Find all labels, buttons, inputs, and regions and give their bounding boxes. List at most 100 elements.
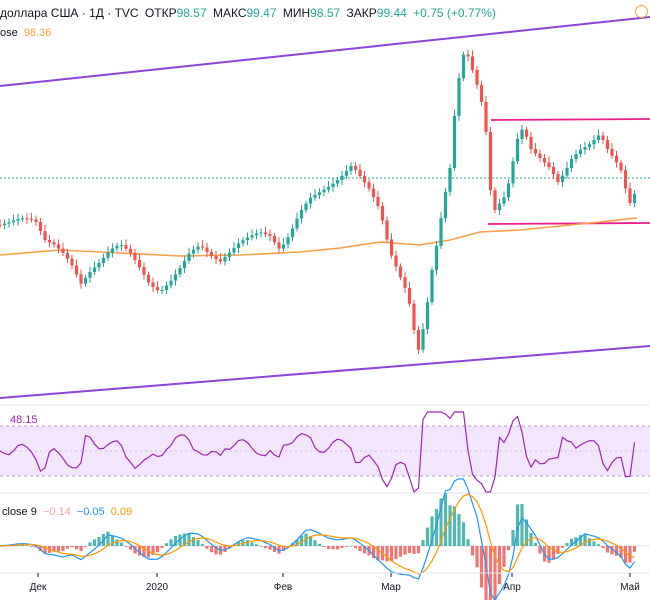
macd-histogram-bar — [614, 546, 619, 556]
candle-body — [232, 248, 236, 253]
macd-histogram-bar — [524, 519, 529, 546]
candle-body — [610, 149, 614, 156]
macd-histogram-bar — [151, 546, 155, 555]
open-label: ОТКР — [144, 6, 177, 20]
candle-body — [560, 175, 565, 182]
macd-histogram-bar — [439, 498, 443, 546]
candle-body — [308, 197, 313, 204]
macd-histogram-bar — [583, 533, 587, 546]
candle-body — [263, 232, 268, 235]
macd-histogram-bar — [506, 546, 511, 551]
candle-body — [497, 203, 502, 210]
candle-body — [520, 129, 524, 139]
candle-body — [182, 260, 187, 268]
candle-body — [43, 231, 47, 240]
macd-histogram-bar — [137, 546, 142, 556]
rsi-legend: 48.15 — [10, 414, 41, 426]
macd-histogram-bar — [133, 546, 137, 554]
candle-body — [155, 287, 160, 291]
candle-body — [596, 135, 601, 140]
candle-body — [61, 248, 65, 253]
macd-histogram-bar — [124, 546, 128, 547]
candle-body — [169, 280, 173, 286]
candle-body — [398, 266, 403, 278]
candle-body — [628, 188, 632, 203]
macd-histogram-bar — [551, 546, 556, 559]
macd-histogram-bar — [403, 546, 407, 555]
macd-histogram-bar — [209, 546, 214, 553]
candle-body — [583, 147, 587, 150]
candle-body — [407, 287, 412, 304]
candle-body — [191, 249, 196, 254]
candle-body — [272, 236, 277, 243]
candle-body — [106, 252, 110, 258]
candle-body — [542, 158, 547, 163]
sma-legend: ose 98.36 — [0, 27, 54, 39]
macd-histogram-bar — [632, 546, 637, 552]
candle-body — [187, 253, 191, 261]
macd-histogram-bar — [416, 546, 421, 554]
candle-body — [430, 270, 434, 303]
macd-histogram-bar — [142, 546, 146, 558]
symbol-title[interactable]: доллара США · 1Д · TVC — [0, 6, 139, 20]
macd-histogram-bar — [475, 546, 479, 568]
macd-histogram-bar — [398, 546, 403, 557]
candle-body — [65, 253, 70, 259]
close-value: 99.44 — [376, 6, 407, 20]
candle-body — [601, 135, 605, 140]
sma-value: 98.36 — [23, 27, 52, 39]
macd-histogram-bar — [578, 535, 583, 546]
macd-legend: close 9 −0.14 −0.05 0.09 — [2, 506, 135, 518]
signal-line — [0, 493, 635, 575]
candle-body — [434, 246, 439, 270]
candle-body — [241, 240, 245, 244]
change-value: +0.75 (+0.77%) — [413, 6, 496, 20]
candle-body — [547, 162, 551, 167]
macd-histogram-bar — [65, 546, 70, 549]
candle-body — [313, 195, 317, 198]
candle-body — [214, 256, 218, 260]
macd-histogram-bar — [79, 546, 83, 551]
candle-body — [34, 219, 38, 222]
macd-histogram-bar — [529, 532, 533, 546]
candle-body — [173, 274, 178, 281]
macd-histogram-bar — [362, 546, 367, 554]
macd-histogram-bar — [592, 541, 596, 546]
macd-histogram-bar — [421, 539, 425, 546]
macd-histogram-bar — [83, 546, 88, 547]
macd-histogram-bar — [182, 533, 187, 546]
candle-body — [587, 144, 592, 147]
macd-histogram-bar — [556, 546, 560, 554]
candle-body — [484, 101, 488, 132]
macd-histogram-bar — [457, 514, 461, 546]
alert-clock-icon[interactable] — [635, 5, 648, 18]
macd-label: close 9 — [2, 506, 37, 518]
macd-histogram-bar — [191, 537, 196, 546]
macd-histogram-bar — [502, 546, 506, 567]
signal-value: 0.09 — [110, 506, 133, 518]
macd-histogram-bar — [560, 546, 565, 548]
candle-body — [461, 54, 466, 78]
macd-histogram-bar — [623, 546, 628, 564]
candle-body — [385, 220, 389, 240]
macd-histogram-bar — [601, 546, 605, 549]
candle-body — [488, 132, 493, 191]
macd-histogram-bar — [385, 546, 389, 562]
macd-histogram-bar — [155, 546, 160, 553]
macd-histogram-bar — [596, 544, 601, 546]
rsi-line — [0, 411, 636, 494]
macd-histogram-bar — [308, 536, 313, 546]
candle-body — [439, 218, 443, 246]
candle-body — [119, 245, 124, 247]
macd-histogram-bar — [430, 516, 434, 546]
candle-body — [254, 233, 259, 236]
open-value: 98.57 — [176, 6, 207, 20]
candle-body — [250, 235, 254, 238]
candle-body — [299, 209, 304, 219]
macd-histogram-bar — [452, 506, 457, 546]
candle-body — [142, 267, 146, 275]
candle-body — [128, 248, 133, 253]
candle-body — [556, 174, 560, 182]
candle-body — [538, 153, 542, 158]
